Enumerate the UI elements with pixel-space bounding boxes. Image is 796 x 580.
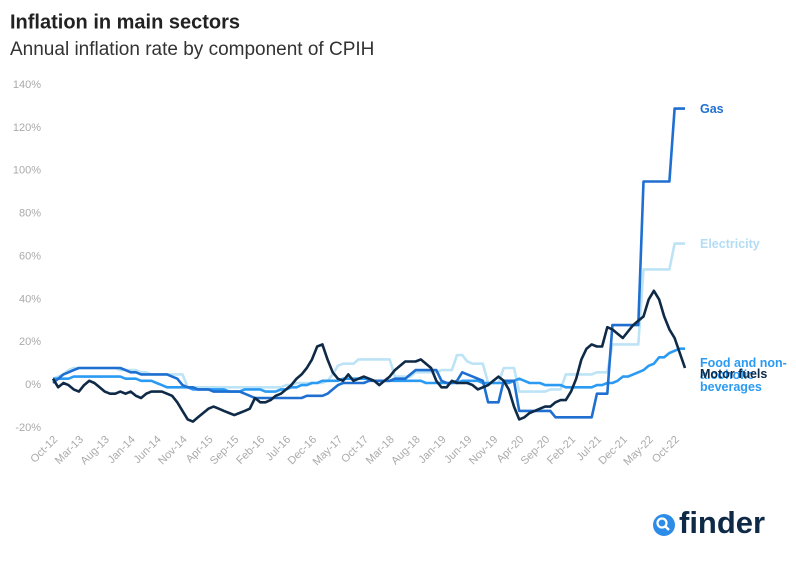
x-tick-label: Sep-15	[208, 434, 242, 468]
brand-icon	[653, 514, 675, 536]
series-line	[53, 347, 685, 393]
x-tick-label: Sep-20	[519, 434, 553, 468]
y-tick-label: 0%	[25, 379, 41, 391]
series-line	[52, 242, 685, 393]
y-tick-label: 80%	[19, 208, 41, 220]
series-line	[51, 289, 687, 423]
y-tick-label: 120%	[13, 122, 41, 134]
y-tick-label: 40%	[19, 293, 41, 305]
x-tick-label: Aug-18	[389, 434, 423, 468]
legend-label: Electricity	[700, 236, 760, 251]
y-tick-label: 140%	[13, 79, 41, 91]
y-tick-label: 100%	[13, 165, 41, 177]
series-line	[52, 107, 685, 419]
chart-subtitle: Annual inflation rate by component of CP…	[10, 39, 374, 60]
brand: finder	[679, 505, 765, 540]
y-tick-label: 20%	[19, 336, 41, 348]
y-tick-label: -20%	[15, 422, 41, 434]
x-tick-label: Feb-21	[545, 434, 578, 467]
x-tick-label: Feb-16	[234, 434, 267, 467]
x-tick-label: Nov-14	[156, 434, 190, 468]
y-tick-label: 60%	[19, 250, 41, 262]
legend-label: Motor fuels	[700, 366, 768, 381]
legend-label: Food and non-alcoholic beverages	[700, 355, 787, 394]
x-tick-label: Oct-22	[650, 434, 682, 466]
x-tick-label: Jan-14	[106, 434, 138, 466]
x-tick-label: Nov-19	[467, 434, 501, 468]
legend-label: Gas	[700, 101, 724, 116]
x-tick-label: Jan-19	[416, 434, 448, 466]
x-tick-label: Aug-13	[78, 434, 112, 468]
chart-title: Inflation in main sectors	[10, 11, 240, 33]
